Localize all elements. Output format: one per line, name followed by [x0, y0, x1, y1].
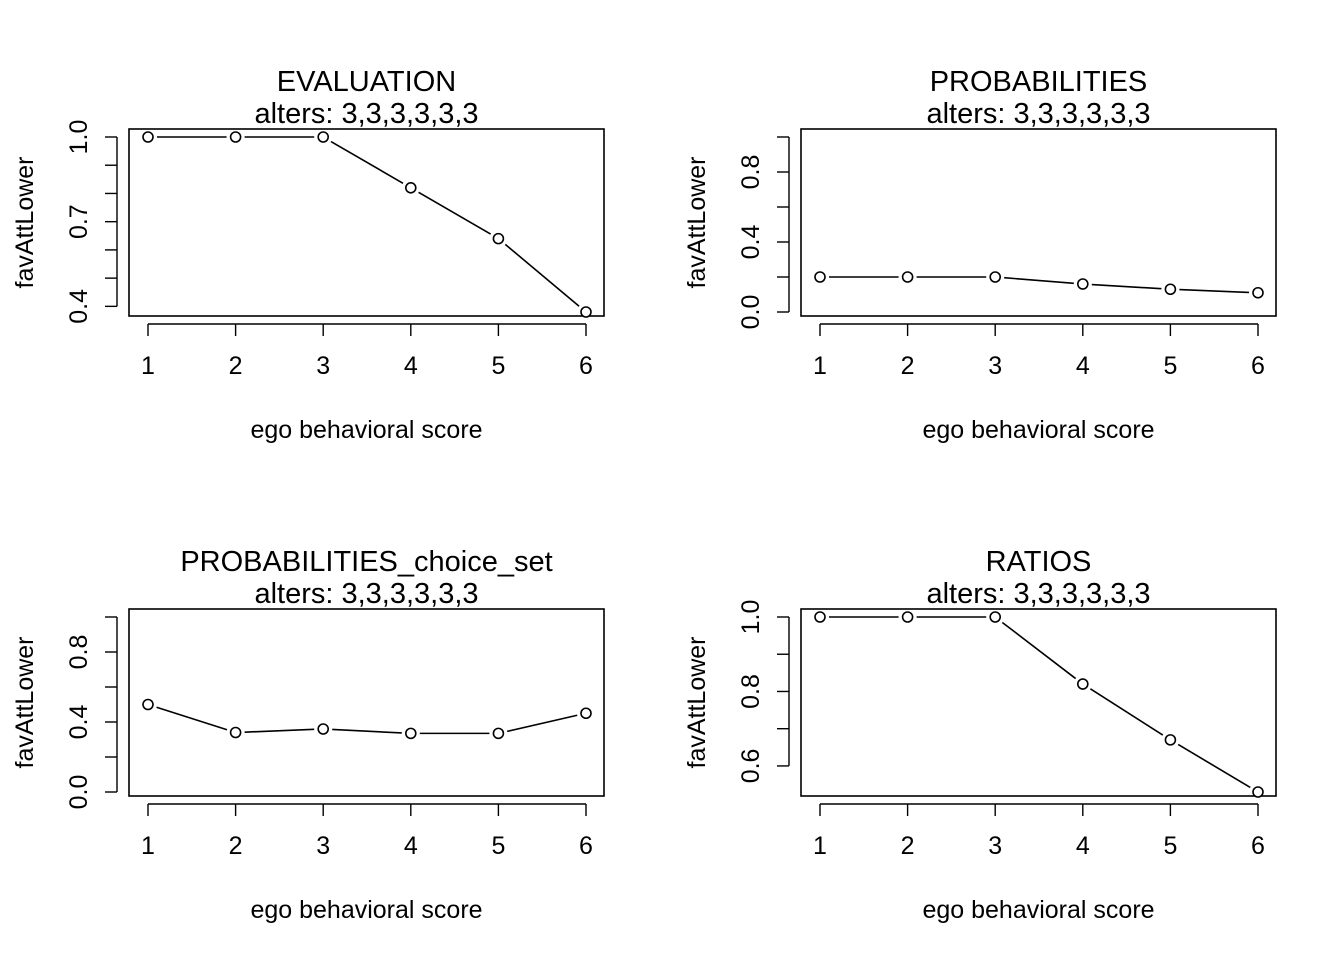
data-point: [989, 611, 1002, 623]
data-point: [580, 707, 592, 720]
x-tick-label: 5: [1163, 352, 1177, 380]
y-axis-label: favAttLower: [11, 156, 39, 288]
series-line-segment: [1001, 621, 1077, 680]
y-tick-label: 1.0: [737, 600, 765, 635]
data-point: [1164, 734, 1177, 746]
y-tick-label: 1.0: [65, 120, 93, 155]
x-tick-label: 2: [901, 352, 915, 380]
x-tick-label: 6: [579, 832, 593, 860]
data-point: [1252, 286, 1264, 299]
y-tick-label: 0.8: [65, 635, 93, 670]
x-tick-label: 3: [316, 352, 330, 380]
series-line-segment: [506, 714, 578, 733]
x-tick-label: 6: [1251, 352, 1265, 380]
x-tick-label: 4: [1076, 352, 1090, 380]
data-point: [142, 698, 154, 711]
series-line-segment: [1179, 288, 1250, 294]
series-line-segment: [156, 706, 228, 731]
data-point: [1252, 786, 1264, 798]
x-tick-label: 6: [1251, 832, 1265, 860]
chart-title: PROBABILITIES_choice_set: [180, 546, 552, 578]
chart-title: RATIOS: [986, 546, 1092, 578]
chart-subtitle: alters: 3,3,3,3,3,3: [926, 98, 1150, 130]
series-line-segment: [1004, 276, 1074, 285]
plot-frame: [800, 608, 1277, 797]
plot-frame: [800, 128, 1277, 317]
plot-frame: [128, 128, 605, 317]
x-tick-label: 1: [141, 832, 155, 860]
x-axis-label: ego behavioral score: [250, 896, 482, 924]
x-tick-label: 5: [491, 352, 505, 380]
y-tick-label: 0.0: [65, 775, 93, 810]
data-point: [229, 131, 242, 143]
series-line-segment: [418, 191, 492, 235]
chart-subtitle: alters: 3,3,3,3,3,3: [254, 98, 478, 130]
x-tick-label: 6: [579, 352, 593, 380]
series-line-segment: [332, 728, 402, 734]
x-tick-label: 5: [491, 832, 505, 860]
x-tick-label: 2: [229, 832, 243, 860]
x-axis-label: ego behavioral score: [922, 416, 1154, 444]
y-tick-label: 0.8: [737, 155, 765, 190]
data-point: [492, 727, 505, 740]
data-point: [814, 271, 826, 283]
x-tick-label: 3: [988, 832, 1002, 860]
data-point: [580, 306, 592, 318]
data-point: [814, 611, 826, 623]
y-tick-label: 0.7: [65, 204, 93, 239]
series-line-segment: [1091, 283, 1162, 290]
data-point: [142, 131, 154, 143]
series-line-segment: [1089, 688, 1164, 736]
plot-frame: [128, 608, 605, 797]
series-line-segment: [504, 243, 580, 307]
y-tick-label: 0.8: [737, 674, 765, 709]
x-tick-label: 1: [813, 352, 827, 380]
y-tick-label: 0.0: [737, 295, 765, 330]
x-tick-label: 3: [316, 832, 330, 860]
x-tick-label: 1: [141, 352, 155, 380]
chart-subtitle: alters: 3,3,3,3,3,3: [926, 578, 1150, 610]
y-tick-label: 0.4: [65, 705, 93, 740]
data-point: [901, 271, 914, 283]
data-point: [404, 182, 417, 194]
data-point: [1077, 278, 1089, 290]
data-point: [1077, 678, 1089, 690]
x-axis-label: ego behavioral score: [250, 416, 482, 444]
x-tick-label: 4: [1076, 832, 1090, 860]
y-tick-label: 0.6: [737, 749, 765, 784]
data-point: [317, 723, 330, 735]
data-point: [317, 131, 330, 143]
y-axis-label: favAttLower: [683, 636, 711, 768]
series-line-segment: [1177, 743, 1251, 789]
x-tick-label: 1: [813, 832, 827, 860]
x-tick-label: 5: [1163, 832, 1177, 860]
x-tick-label: 2: [229, 352, 243, 380]
chart-title: PROBABILITIES: [930, 66, 1148, 98]
x-axis-label: ego behavioral score: [922, 896, 1154, 924]
y-tick-label: 0.4: [65, 289, 93, 324]
y-tick-label: 0.4: [737, 225, 765, 260]
data-point: [989, 271, 1002, 283]
x-tick-label: 4: [404, 352, 418, 380]
chart-subtitle: alters: 3,3,3,3,3,3: [254, 578, 478, 610]
data-point: [1164, 283, 1177, 296]
x-tick-label: 4: [404, 832, 418, 860]
data-point: [492, 232, 505, 245]
x-tick-label: 3: [988, 352, 1002, 380]
series-line-segment: [330, 140, 404, 184]
data-point: [901, 611, 914, 623]
y-axis-label: favAttLower: [683, 156, 711, 288]
chart-title: EVALUATION: [277, 66, 456, 98]
x-tick-label: 2: [901, 832, 915, 860]
y-axis-label: favAttLower: [11, 636, 39, 768]
data-point: [229, 726, 242, 739]
series-line-segment: [244, 728, 315, 733]
data-point: [404, 727, 417, 740]
